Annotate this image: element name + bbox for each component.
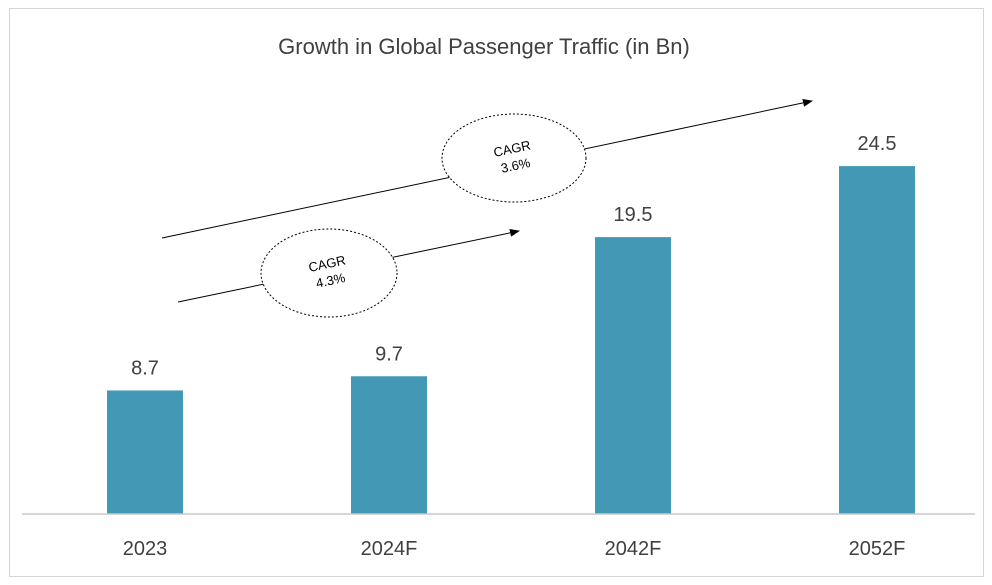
x-tick-label-2023: 2023 [123,538,168,560]
x-tick-label-2052f: 2052F [849,538,906,560]
x-tick-label-2024f: 2024F [361,538,418,560]
bar-2052f [839,166,915,514]
x-tick-label-2042f: 2042F [605,538,662,560]
x-tick-labels-group: 2023 2024F 2042F 2052F [123,538,906,560]
cagr-annotation-long: CAGR 3.6% [161,98,813,239]
value-labels-group: 8.7 9.7 19.5 24.5 [131,133,896,379]
cagr-annotation-short: CAGR 4.3% [177,228,520,318]
cagr-ellipse-long [441,113,587,203]
bar-2023 [107,390,183,514]
value-label-2023: 8.7 [131,357,159,379]
bar-2024f [351,376,427,514]
bars-group [107,166,915,514]
value-label-2052f: 24.5 [858,133,897,155]
cagr-value-long: 3.6% [500,155,533,176]
value-label-2024f: 9.7 [375,343,403,365]
cagr-ellipse-short [260,228,398,318]
bar-2042f [595,237,671,514]
cagr-value-short: 4.3% [315,270,348,291]
value-label-2042f: 19.5 [614,204,653,226]
chart-title: Growth in Global Passenger Traffic (in B… [278,34,690,59]
